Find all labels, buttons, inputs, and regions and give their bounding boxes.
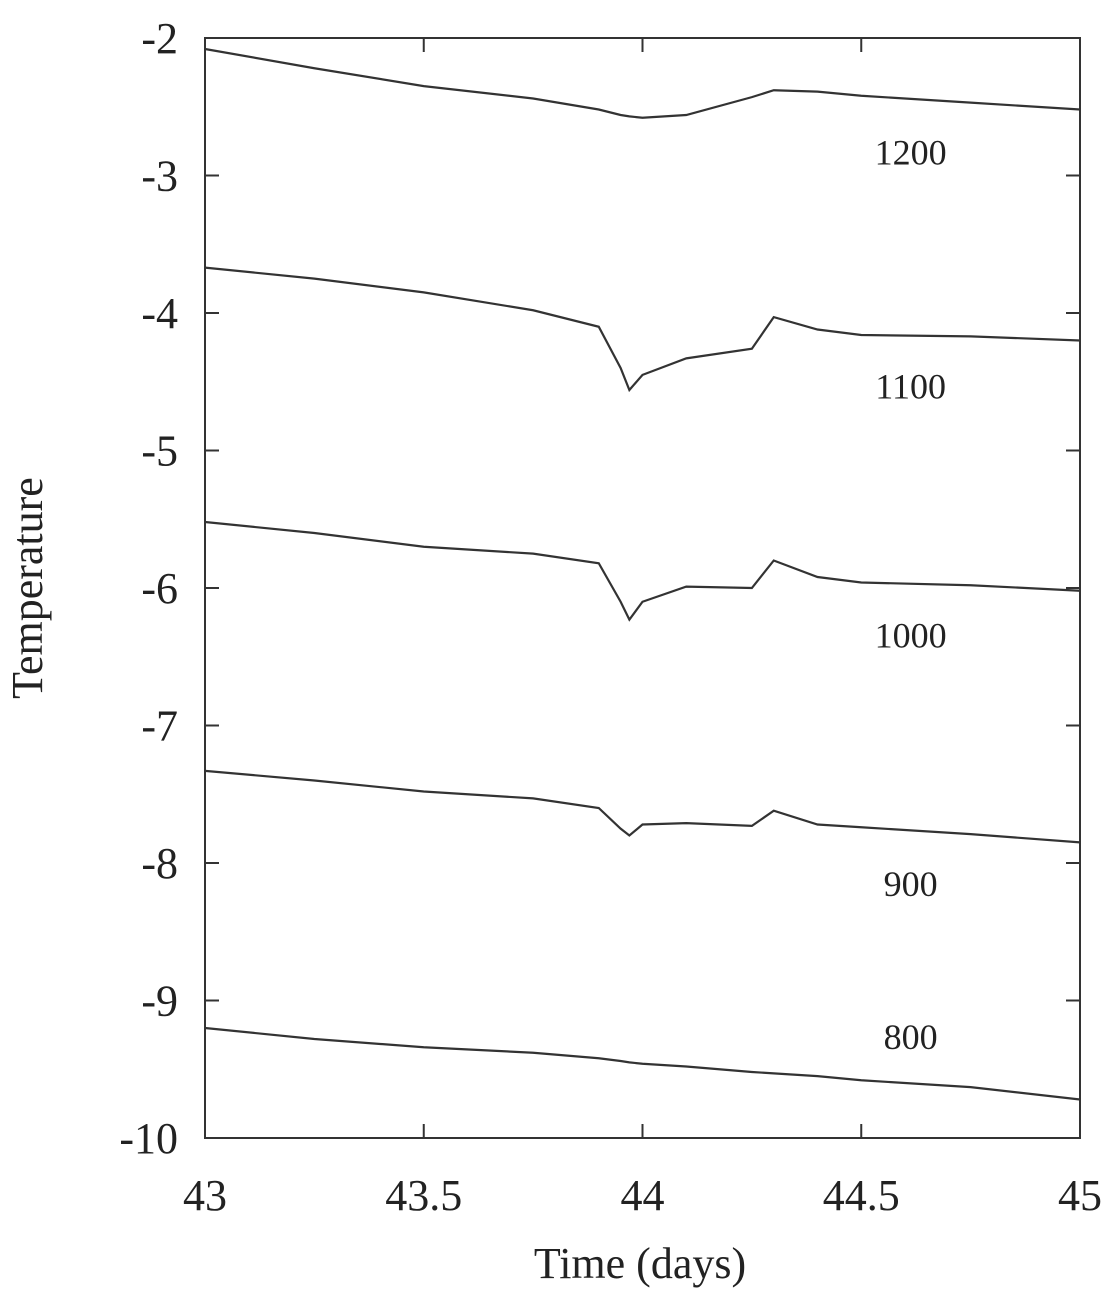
plot-frame [204,37,1081,1139]
series-line [204,769,1081,844]
x-tick-label: 43 [183,1171,227,1220]
series-line [204,1026,1081,1101]
series-label: 1000 [875,615,947,655]
series-label: 800 [884,1017,938,1057]
x-tick-label: 43.5 [385,1171,462,1220]
y-tick-label: -3 [141,152,178,201]
x-axis-label: Time (days) [534,1239,746,1288]
y-tick-label: -7 [141,702,178,751]
y-tick-label: -8 [141,839,178,888]
series-label: 1200 [875,133,947,173]
x-tick-label: 44.5 [823,1171,900,1220]
y-tick-label: -2 [141,14,178,63]
x-tick-label: 44 [621,1171,665,1220]
series-line [204,47,1081,119]
series-label: 900 [884,864,938,904]
y-tick-label: -4 [141,289,178,338]
y-tick-label: -10 [119,1114,178,1163]
y-tick-label: -5 [141,427,178,476]
y-tick-label: -9 [141,977,178,1026]
series-line [204,520,1081,622]
y-axis-label: Temperature [3,477,52,699]
x-tick-label: 45 [1058,1171,1102,1220]
y-tick-label: -6 [141,564,178,613]
series-label: 1100 [875,366,946,406]
series-line [204,266,1081,393]
